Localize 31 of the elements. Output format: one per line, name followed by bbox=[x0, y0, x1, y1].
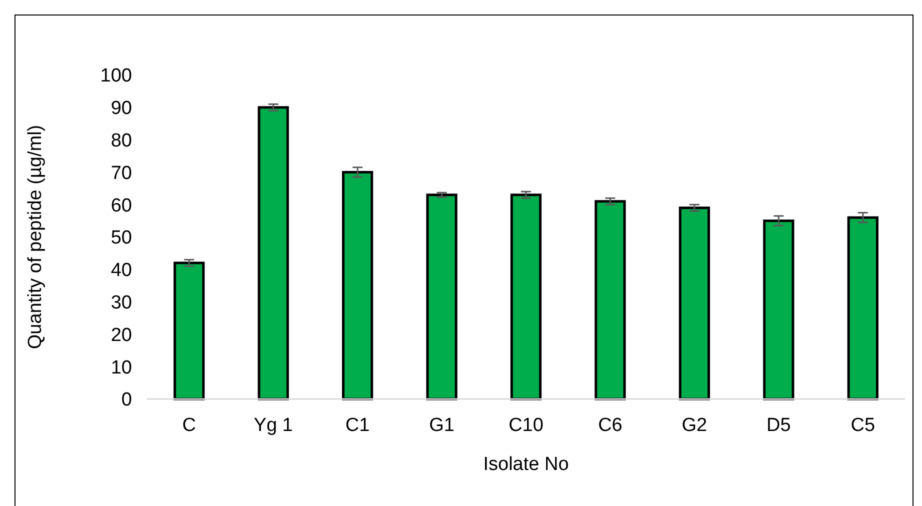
y-tick-label: 0 bbox=[121, 390, 132, 411]
bar bbox=[342, 170, 374, 400]
y-tick-label: 70 bbox=[110, 162, 132, 184]
y-tick-label: 80 bbox=[110, 130, 132, 152]
bar bbox=[258, 106, 289, 400]
bar bbox=[678, 206, 710, 400]
x-tick-label: Yg 1 bbox=[254, 415, 293, 436]
y-tick-label: 30 bbox=[110, 292, 132, 314]
y-tick-label: 10 bbox=[110, 357, 132, 378]
y-axis-title: Quantity of peptide (µg/ml) bbox=[25, 124, 46, 350]
bar bbox=[174, 262, 205, 400]
bar bbox=[763, 220, 794, 400]
x-tick-label: D5 bbox=[766, 415, 791, 436]
x-tick-label: C bbox=[182, 415, 196, 436]
y-tick-label: 60 bbox=[110, 195, 132, 216]
y-tick-label: 40 bbox=[110, 260, 132, 282]
bar bbox=[510, 194, 542, 400]
bar bbox=[426, 194, 458, 400]
x-tick-label: C6 bbox=[598, 415, 622, 436]
y-tick-label: 100 bbox=[100, 66, 132, 87]
x-tick-label: G1 bbox=[429, 415, 454, 436]
x-tick-label: C5 bbox=[850, 415, 876, 436]
bar bbox=[594, 200, 626, 400]
x-axis-title: Isolate No bbox=[483, 454, 569, 475]
x-tick-label: C1 bbox=[345, 415, 370, 436]
y-tick-label: 20 bbox=[110, 324, 132, 346]
y-tick-label: 50 bbox=[110, 228, 132, 249]
bar bbox=[847, 216, 878, 400]
y-tick-label: 90 bbox=[110, 98, 132, 120]
x-tick-label: C10 bbox=[508, 415, 544, 436]
x-tick-label: G2 bbox=[682, 415, 708, 436]
